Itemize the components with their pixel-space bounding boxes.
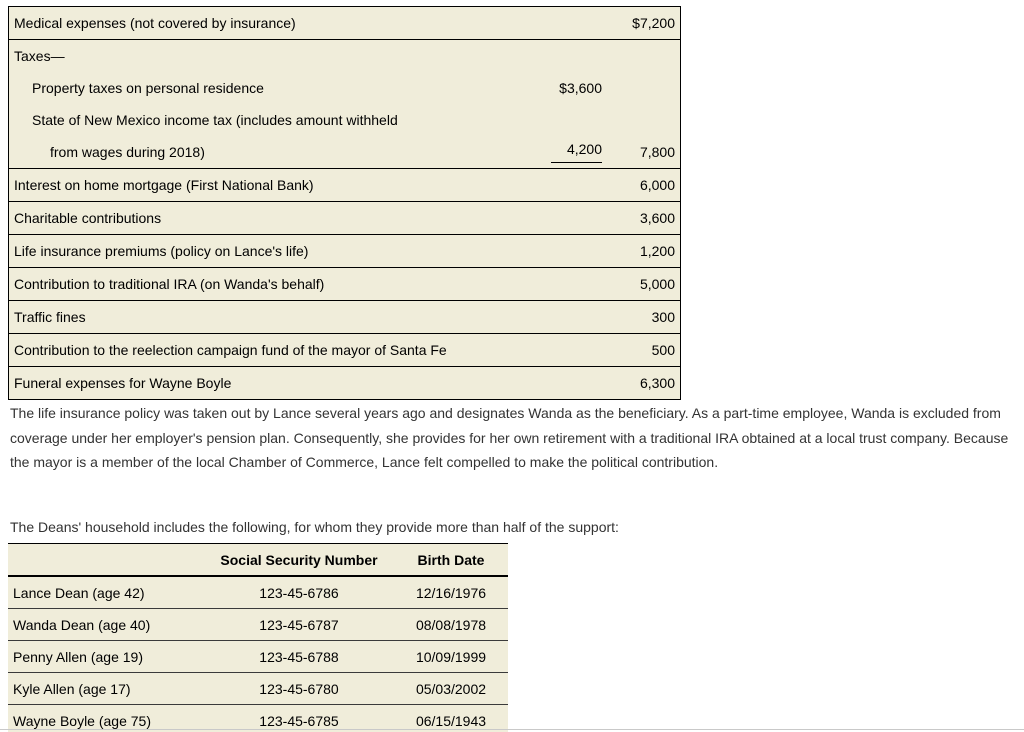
person-name: Lance Dean (age 42) (13, 584, 145, 601)
household-table: Social Security Number Birth Date Lance … (8, 543, 508, 732)
expense-label: Contribution to the reelection campaign … (14, 342, 447, 358)
household-intro-paragraph: The Deans' household includes the follow… (10, 519, 619, 535)
household-row: Lance Dean (age 42) 123-45-6786 12/16/19… (8, 577, 508, 609)
expense-label: from wages during 2018) (50, 144, 205, 160)
expense-amount: 3,600 (639, 210, 675, 226)
person-name: Kyle Allen (age 17) (13, 680, 131, 697)
birthdate-value: 12/16/1976 (415, 584, 487, 601)
ssn-value: 123-45-6787 (259, 616, 339, 633)
expense-line: State of New Mexico income tax (includes… (9, 104, 680, 136)
ssn-value: 123-45-6786 (259, 584, 339, 601)
expense-amount: $7,200 (632, 15, 675, 31)
expense-amount: 7,800 (639, 144, 675, 160)
person-name: Wanda Dean (age 40) (13, 616, 151, 633)
expense-line: Charitable contributions 3,600 (9, 202, 680, 234)
birthdate-value: 10/09/1999 (415, 648, 487, 665)
expense-label: Traffic fines (14, 309, 86, 325)
expense-row: Funeral expenses for Wayne Boyle 6,300 (9, 367, 680, 399)
household-row: Wanda Dean (age 40) 123-45-6787 08/08/19… (8, 609, 508, 641)
ssn-value: 123-45-6780 (259, 680, 339, 697)
expense-line: Property taxes on personal residence $3,… (9, 72, 680, 104)
expense-label: Contribution to traditional IRA (on Wand… (14, 276, 325, 292)
household-row: Wayne Boyle (age 75) 123-45-6785 06/15/1… (8, 705, 508, 732)
expense-row: Interest on home mortgage (First Nationa… (9, 169, 680, 202)
case-description-paragraph: The life insurance policy was taken out … (10, 405, 1009, 470)
ssn-value: 123-45-6788 (259, 648, 339, 665)
expense-subtotal: 4,200 (514, 141, 602, 163)
expense-line: Contribution to traditional IRA (on Wand… (9, 268, 680, 300)
expense-label: Funeral expenses for Wayne Boyle (14, 375, 232, 391)
expense-row: Traffic fines 300 (9, 301, 680, 334)
expense-label: Property taxes on personal residence (32, 80, 264, 96)
expense-row: Contribution to the reelection campaign … (9, 334, 680, 367)
expense-label: Charitable contributions (14, 210, 162, 226)
household-row: Penny Allen (age 19) 123-45-6788 10/09/1… (8, 641, 508, 673)
expense-line: Traffic fines 300 (9, 301, 680, 333)
expense-amount: 5,000 (639, 276, 675, 292)
expense-row: Medical expenses (not covered by insuran… (9, 7, 680, 40)
expense-subtotal: $3,600 (559, 80, 602, 96)
household-row: Kyle Allen (age 17) 123-45-6780 05/03/20… (8, 673, 508, 705)
ssn-value: 123-45-6785 (259, 712, 339, 729)
expense-row-taxes: Taxes— Property taxes on personal reside… (9, 40, 680, 169)
expense-amount: 6,000 (639, 177, 675, 193)
expense-label: Interest on home mortgage (First Nationa… (14, 177, 314, 193)
expense-line: Contribution to the reelection campaign … (9, 334, 680, 366)
expense-label: State of New Mexico income tax (includes… (32, 112, 398, 128)
expense-amount: 1,200 (639, 243, 675, 259)
household-header-row: Social Security Number Birth Date (8, 544, 508, 577)
birthdate-value: 06/15/1943 (415, 712, 487, 729)
person-name: Wayne Boyle (age 75) (13, 712, 151, 729)
person-name: Penny Allen (age 19) (13, 648, 143, 665)
expense-row: Contribution to traditional IRA (on Wand… (9, 268, 680, 301)
underlined-subtotal: 4,200 (550, 141, 602, 163)
expense-label: Taxes— (14, 48, 65, 64)
expense-label: Life insurance premiums (policy on Lance… (14, 243, 309, 259)
bottom-divider (0, 729, 1024, 730)
birthdate-value: 05/03/2002 (415, 680, 487, 697)
expense-line: Taxes— (9, 40, 680, 72)
expense-amount: 300 (651, 309, 675, 325)
expense-line: Medical expenses (not covered by insuran… (9, 7, 680, 39)
expense-row: Charitable contributions 3,600 (9, 202, 680, 235)
expense-table: Medical expenses (not covered by insuran… (8, 6, 681, 400)
expense-amount: 6,300 (639, 375, 675, 391)
expense-label: Medical expenses (not covered by insuran… (14, 15, 296, 31)
birthdate-value: 08/08/1978 (415, 616, 487, 633)
expense-amount: 500 (651, 342, 675, 358)
expense-line: from wages during 2018) 4,200 7,800 (9, 136, 680, 168)
household-header-ssn: Social Security Number (220, 551, 378, 568)
expense-line: Funeral expenses for Wayne Boyle 6,300 (9, 367, 680, 399)
expense-line: Life insurance premiums (policy on Lance… (9, 235, 680, 267)
household-header-birthdate: Birth Date (417, 551, 485, 568)
expense-row: Life insurance premiums (policy on Lance… (9, 235, 680, 268)
expense-line: Interest on home mortgage (First Nationa… (9, 169, 680, 201)
